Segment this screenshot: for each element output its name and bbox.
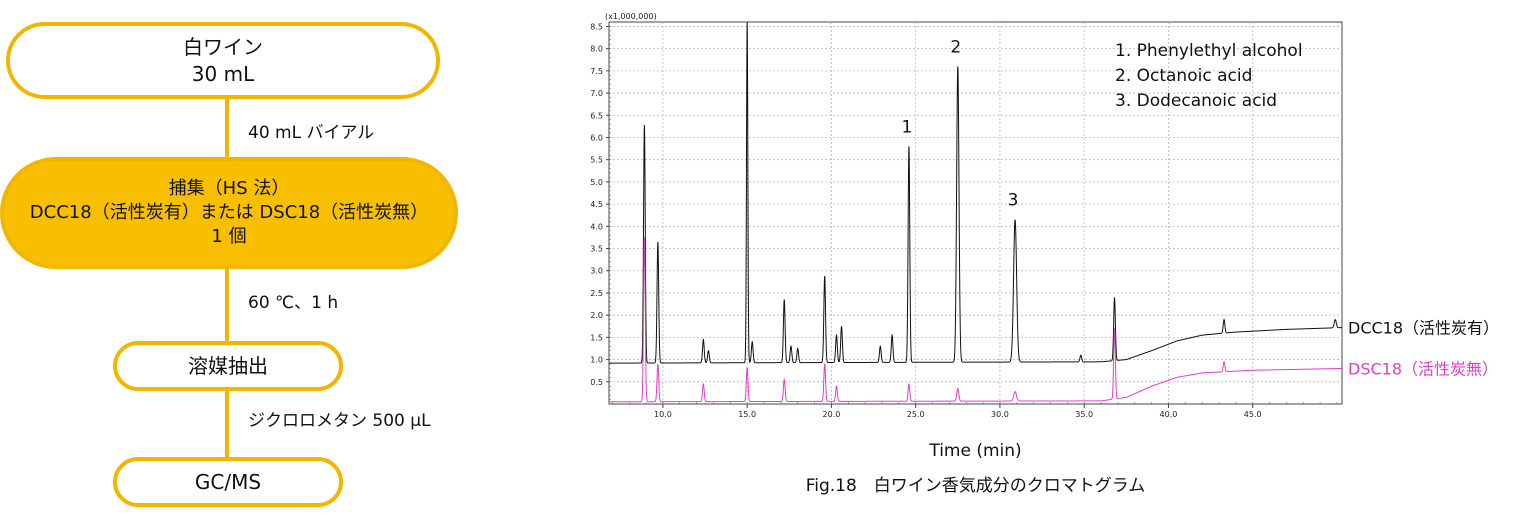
flow-node-solvent-extraction: 溶媒抽出 (113, 341, 343, 391)
y-tick-label: 8.5 (590, 22, 603, 31)
y-tick-label: 4.0 (590, 222, 603, 231)
flow-node-capture: 捕集（HS 法） DCC18（活性炭有）または DSC18（活性炭無） 1 個 (0, 157, 458, 269)
x-tick-label: 45.0 (1244, 410, 1262, 419)
y-tick-label: 8.0 (590, 45, 603, 54)
y-tick-label: 2.5 (590, 289, 603, 298)
flow-node-capture-line2: DCC18（活性炭有）または DSC18（活性炭無） (29, 201, 429, 223)
flow-step-heat: 60 ℃、1 h (248, 293, 339, 313)
y-tick-label: 2.0 (590, 311, 603, 320)
y-tick-label: 5.5 (590, 156, 603, 165)
flow-node-white-wine-line1: 白ワイン (183, 34, 263, 59)
peak-label: 3 (1008, 191, 1019, 211)
flow-node-capture-line3: 1 個 (211, 226, 247, 248)
x-tick-label: 15.0 (738, 410, 756, 419)
series-line-dsc18 (609, 237, 1342, 403)
flow-connector (225, 99, 229, 157)
series-line-dcc18 (609, 21, 1343, 364)
flow-node-white-wine: 白ワイン 30 mL (6, 22, 440, 99)
flow-step-vial: 40 mL バイアル (248, 123, 375, 143)
flow-node-white-wine-line2: 30 mL (191, 61, 255, 86)
y-tick-label: 5.0 (590, 178, 603, 187)
y-tick-label: 3.5 (590, 245, 603, 254)
legend-entry: 2. Octanoic acid (1115, 66, 1252, 86)
y-tick-label: 1.5 (590, 333, 603, 342)
y-tick-label: 1.0 (590, 356, 603, 365)
figure-caption: Fig.18 白ワイン香気成分のクロマトグラム (806, 476, 1146, 496)
y-tick-label: 7.0 (590, 89, 603, 98)
flow-node-gcms-label: GC/MS (194, 469, 262, 494)
y-tick-label: 6.0 (590, 133, 603, 142)
flow-node-solvent-extraction-label: 溶媒抽出 (188, 353, 268, 378)
x-tick-label: 40.0 (1160, 410, 1178, 419)
legend-entry: 1. Phenylethyl alcohol (1115, 41, 1303, 61)
y-multiplier-label: (x1,000,000) (605, 12, 657, 21)
series-end-label: DCC18（活性炭有） (1348, 319, 1499, 338)
x-axis-label: Time (min) (928, 441, 1021, 461)
legend-entry: 3. Dodecanoic acid (1115, 91, 1277, 111)
flow-node-capture-line1: 捕集（HS 法） (168, 177, 290, 199)
flowchart: 白ワイン 30 mL 40 mL バイアル 捕集（HS 法） DCC18（活性炭… (0, 0, 470, 528)
x-tick-label: 30.0 (991, 410, 1009, 419)
flow-node-gcms: GC/MS (113, 457, 343, 507)
x-tick-label: 25.0 (907, 410, 925, 419)
y-tick-label: 0.5 (590, 378, 603, 387)
flow-connector (225, 269, 229, 341)
flow-step-dichloromethane: ジクロロメタン 500 μL (248, 411, 431, 431)
x-tick-label: 20.0 (823, 410, 841, 419)
chromatogram-chart: 0.5 1.0 1.5 2.0 2.5 3.0 3.5 4.0 4.5 5.0 5.5 6.0 6.5 7… (560, 0, 1537, 528)
peak-label: 2 (950, 37, 961, 57)
y-tick-label: 3.0 (590, 267, 603, 276)
y-tick-label: 7.5 (590, 67, 603, 76)
y-tick-label: 4.5 (590, 200, 603, 209)
flow-connector (225, 391, 229, 457)
chromatogram-svg: 0.5 1.0 1.5 2.0 2.5 3.0 3.5 4.0 4.5 5.0 5.5 6.0 6.5 7… (590, 12, 1499, 496)
series-end-label: DSC18（活性炭無） (1348, 359, 1498, 378)
peak-label: 1 (902, 117, 913, 137)
y-tick-label: 6.5 (590, 111, 603, 120)
x-tick-label: 10.0 (654, 410, 672, 419)
x-tick-label: 35.0 (1075, 410, 1093, 419)
